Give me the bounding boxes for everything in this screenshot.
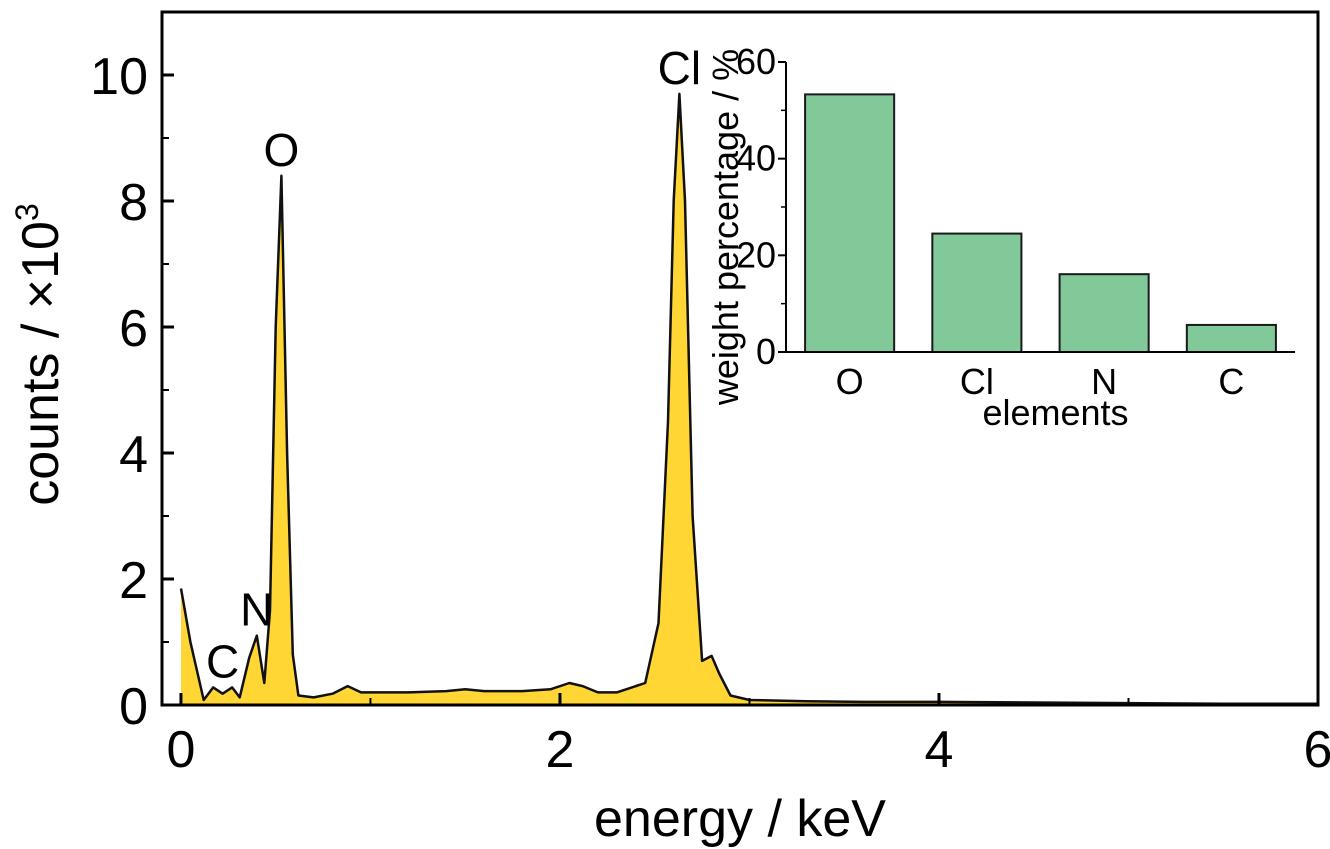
peak-label: C [206,635,239,687]
inset-category-label: N [1091,361,1117,402]
inset-axes: 0 20 40 60 [736,41,1295,372]
inset-bar [1185,323,1277,353]
inset-y-tick-label: 0 [756,331,776,372]
inset-category-label: Cl [960,361,994,402]
y-tick-label: 0 [119,678,148,736]
peak-label: N [240,584,273,636]
inset-y-tick-label: 40 [736,138,776,179]
inset-y-tick-label: 60 [736,41,776,82]
y-axis-label: counts / ×103 [9,203,70,506]
inset-x-axis-label: elements [982,392,1128,433]
inset-bars: O Cl N C [804,93,1277,402]
x-tick-label: 2 [546,721,575,779]
inset-bar [804,93,896,353]
peak-label: O [263,124,299,176]
y-tick-label: 10 [90,48,148,106]
inset-y-axis-label: weight percentage / % [705,49,746,406]
x-tick-label: 4 [925,721,954,779]
x-tick-label: 6 [1304,721,1330,779]
inset-category-label: C [1218,361,1244,402]
inset-bar [931,232,1023,353]
inset-bar-chart: O Cl N C 0 20 40 60 elements weight percentage… [705,41,1295,433]
y-tick-label: 6 [119,300,148,358]
inset-y-tick-label: 20 [736,234,776,275]
x-axis-label: energy / keV [594,790,886,848]
spectrum-area-layer [179,92,1318,705]
spectrum-area-fill [181,93,1318,705]
main-axis-ticks: 0 2 4 6 0 2 4 6 8 10 [90,48,1330,779]
y-tick-label: 4 [119,426,148,484]
inset-bar [1058,273,1150,353]
peak-labels: O Cl NC [206,42,701,687]
plot-frame [160,10,1320,707]
spectrum-line [179,92,1318,705]
inset-category-label: O [836,361,864,402]
x-tick-label: 0 [166,721,195,779]
y-axis-label-superscript: 3 [9,203,45,221]
y-axis-label-text: counts / ×10 [12,221,70,506]
peak-label: Cl [658,42,701,94]
y-tick-label: 8 [119,174,148,232]
y-tick-label: 2 [119,552,148,610]
